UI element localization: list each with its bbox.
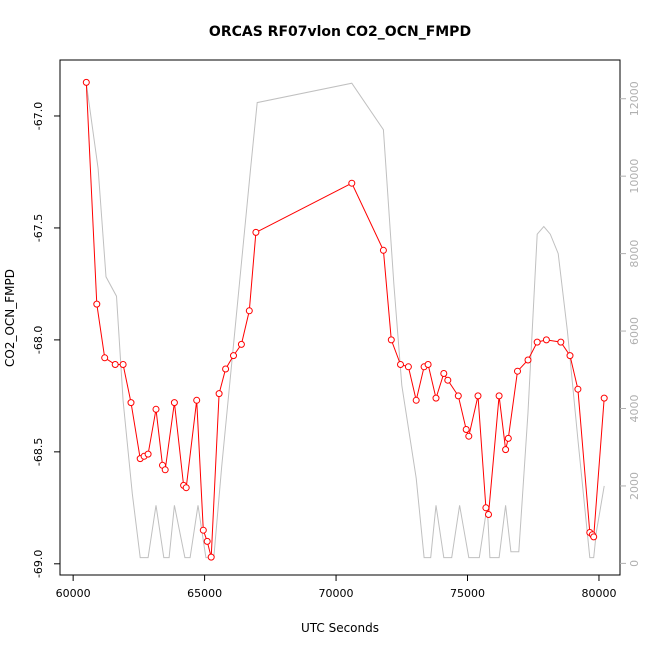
data-point	[111, 361, 119, 368]
x-axis-label: UTC Seconds	[301, 621, 379, 635]
y2-tick-label: 0	[628, 560, 641, 567]
data-point	[566, 352, 574, 360]
data-point	[170, 399, 178, 407]
data-point	[454, 392, 462, 400]
y-axis-label: CO2_OCN_FMPD	[3, 269, 17, 367]
y-axis: -69.0 -68.5 -68.0 -67.5 -67.0	[32, 102, 60, 578]
y2-tick-label: 2000	[628, 472, 641, 500]
data-point	[444, 376, 452, 384]
data-point	[230, 352, 237, 360]
data-point	[474, 392, 482, 400]
data-point	[161, 466, 169, 474]
series-secondary	[85, 82, 605, 559]
data-point	[542, 336, 550, 344]
series-layer	[82, 78, 608, 561]
series-line	[85, 82, 605, 559]
data-point	[245, 307, 253, 315]
x-tick-label: 75000	[450, 587, 485, 600]
y-tick-label: -69.0	[32, 550, 45, 578]
data-point	[237, 340, 245, 348]
x-axis: 60000 65000 70000 75000 80000	[56, 575, 616, 600]
data-point	[600, 394, 608, 402]
data-point	[119, 361, 127, 368]
data-point	[495, 392, 503, 400]
series-primary	[82, 78, 608, 561]
data-point	[482, 504, 490, 512]
data-point	[514, 367, 521, 375]
plot-frame	[59, 59, 621, 576]
data-point	[387, 336, 395, 344]
data-point	[404, 363, 412, 371]
data-point	[199, 526, 207, 534]
data-point	[574, 385, 582, 393]
chart-title: ORCAS RF07vlon CO2_OCN_FMPD	[209, 24, 471, 40]
y2-tick-label: 4000	[628, 394, 641, 422]
data-point	[397, 361, 404, 368]
y2-tick-label: 8000	[628, 240, 641, 268]
x-tick-label: 60000	[56, 587, 91, 600]
data-point	[502, 446, 510, 454]
data-point	[485, 511, 492, 518]
data-point	[348, 179, 356, 187]
data-point	[533, 338, 541, 346]
data-point	[207, 553, 215, 561]
data-point	[127, 399, 135, 407]
y2-axis: 0 2000 4000 6000 8000 10000 12000	[620, 81, 641, 567]
data-point	[193, 396, 201, 404]
data-point	[222, 365, 230, 373]
data-point	[252, 228, 260, 236]
data-point	[152, 405, 160, 413]
data-point	[524, 356, 532, 364]
x-tick-label: 70000	[319, 587, 354, 600]
x-tick-label: 80000	[581, 587, 616, 600]
data-point	[557, 338, 565, 346]
data-point	[412, 396, 420, 404]
data-point	[82, 78, 90, 86]
y2-tick-label: 12000	[628, 81, 641, 116]
data-point	[590, 533, 598, 541]
data-point	[144, 450, 152, 458]
data-point	[424, 361, 432, 368]
data-point	[432, 394, 440, 402]
y-tick-label: -68.0	[32, 326, 45, 354]
y2-tick-label: 6000	[628, 317, 641, 345]
y-tick-label: -67.5	[32, 214, 45, 242]
data-point	[215, 390, 223, 398]
data-point	[462, 426, 470, 433]
data-point	[465, 432, 473, 440]
data-point	[101, 354, 109, 362]
data-point	[379, 246, 387, 254]
data-point	[203, 537, 211, 545]
y2-tick-label: 10000	[628, 159, 641, 194]
x-tick-label: 65000	[187, 587, 222, 600]
y-tick-label: -68.5	[32, 438, 45, 466]
data-point	[93, 300, 101, 308]
data-point	[440, 370, 448, 377]
data-point	[504, 434, 512, 442]
data-point	[182, 484, 190, 492]
y-tick-label: -67.0	[32, 102, 45, 130]
